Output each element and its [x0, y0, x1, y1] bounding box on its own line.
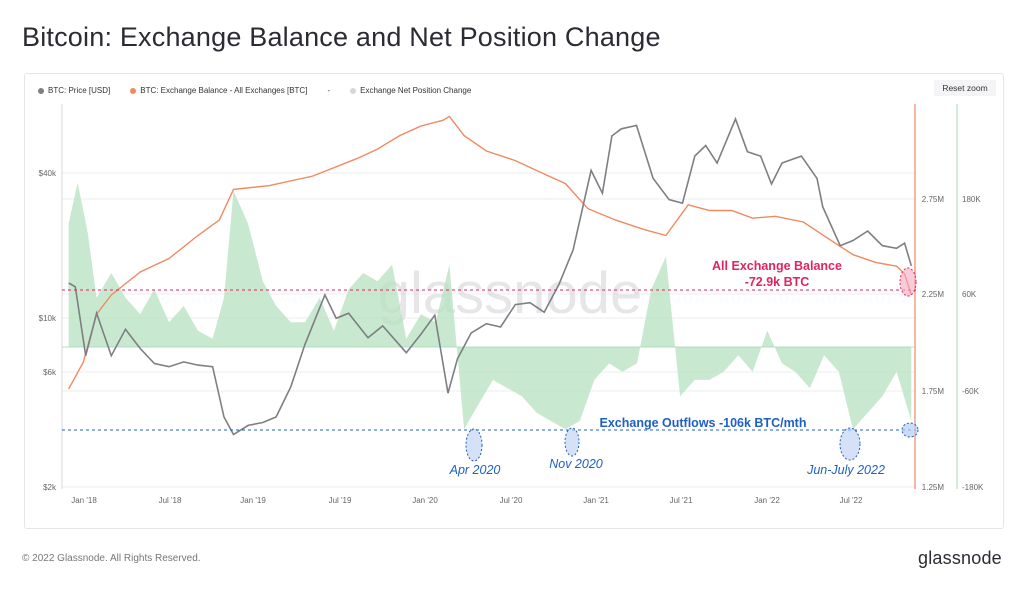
netpos-tick-label: 180K [962, 195, 981, 204]
x-tick-label: Jan '21 [583, 496, 609, 505]
copyright-text: © 2022 Glassnode. All Rights Reserved. [22, 553, 201, 564]
highlight-nov-2020 [564, 427, 580, 457]
price-tick-label: $10k [39, 314, 57, 323]
outflow-highlight-end [901, 422, 919, 438]
reset-zoom-button[interactable]: Reset zoom [934, 80, 996, 96]
x-tick-label: Jul '22 [840, 496, 863, 505]
balance-tick-label: 1.25M [922, 483, 945, 492]
legend-price-marker [38, 87, 44, 94]
balance-tick-label: 2.75M [922, 195, 945, 204]
x-tick-label: Jul '18 [159, 496, 182, 505]
legend-item-price[interactable]: BTC: Price [USD] [38, 86, 110, 95]
x-tick-label: Jan '22 [754, 496, 780, 505]
highlight-apr-2020 [465, 428, 483, 462]
price-tick-label: $40k [39, 169, 57, 178]
chart-legend: BTC: Price [USD] BTC: Exchange Balance -… [38, 86, 471, 95]
legend-balance-label: BTC: Exchange Balance - All Exchanges [B… [140, 86, 308, 95]
legend-item-dash[interactable]: - [327, 86, 330, 95]
series-price-line [68, 116, 913, 436]
series-balance-line [67, 115, 912, 390]
annotation-nov-2020: Nov 2020 [549, 457, 603, 471]
annotation-apr-2020: Apr 2020 [449, 463, 501, 477]
netpos-tick-label: 60K [962, 290, 977, 299]
brand-logo: glassnode [918, 548, 1002, 568]
series-netpos-area [68, 182, 912, 430]
netpos-tick-label: -180K [962, 483, 984, 492]
balance-highlight-ellipse [899, 267, 917, 297]
chart-panel [24, 73, 1004, 529]
x-tick-label: Jan '18 [71, 496, 97, 505]
annotation-balance-title: All Exchange Balance [712, 259, 842, 273]
legend-price-label: BTC: Price [USD] [48, 86, 111, 95]
legend-item-netpos[interactable]: Exchange Net Position Change [350, 86, 471, 95]
highlight-jun-july-2022 [839, 427, 861, 461]
price-tick-label: $6k [43, 368, 57, 377]
x-tick-label: Jul '20 [500, 496, 523, 505]
legend-item-balance[interactable]: BTC: Exchange Balance - All Exchanges [B… [130, 86, 307, 95]
legend-netpos-label: Exchange Net Position Change [360, 86, 472, 95]
annotation-outflows: Exchange Outflows -106k BTC/mth [600, 416, 807, 430]
legend-netpos-marker [350, 87, 357, 94]
watermark-text: glassnode [378, 261, 642, 326]
x-tick-label: Jan '19 [240, 496, 266, 505]
x-tick-label: Jan '20 [412, 496, 438, 505]
legend-balance-marker [130, 87, 137, 94]
netpos-tick-label: -60K [962, 387, 980, 396]
annotation-balance-value: -72.9k BTC [745, 275, 810, 289]
price-tick-label: $2k [43, 483, 57, 492]
legend-dash-label: - [327, 86, 331, 95]
balance-tick-label: 1.75M [922, 387, 945, 396]
x-tick-label: Jul '21 [670, 496, 693, 505]
balance-tick-label: 2.25M [922, 290, 945, 299]
x-tick-label: Jul '19 [329, 496, 352, 505]
annotation-jun-july-2022: Jun-July 2022 [806, 463, 885, 477]
page-title: Bitcoin: Exchange Balance and Net Positi… [22, 22, 661, 52]
